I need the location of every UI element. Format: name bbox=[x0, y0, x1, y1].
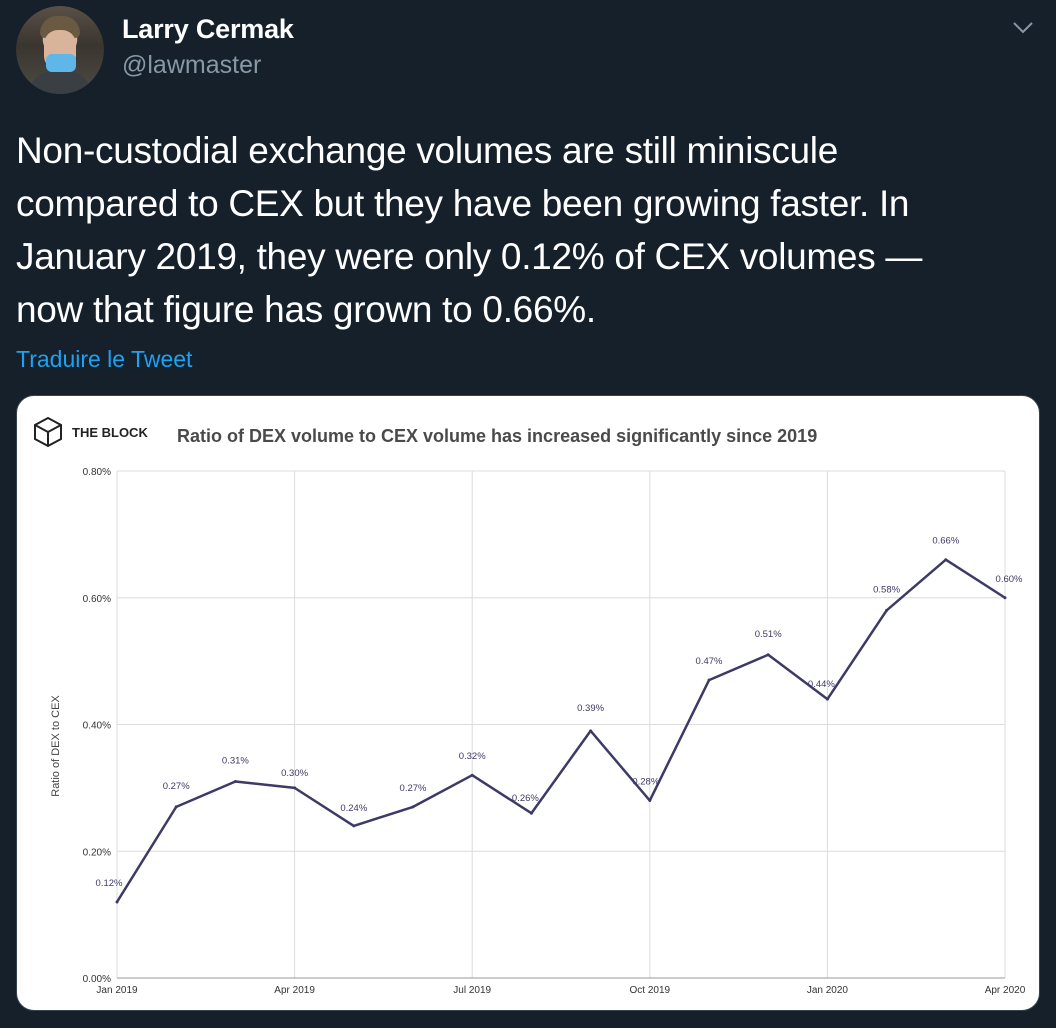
x-tick-label: Jan 2020 bbox=[807, 985, 849, 996]
data-point bbox=[944, 558, 948, 562]
data-label: 0.66% bbox=[932, 536, 959, 547]
tweet-line: now that figure has grown to 0.66%. bbox=[16, 289, 596, 330]
data-label: 0.44% bbox=[808, 679, 835, 690]
chart-image[interactable]: THE BLOCK Ratio of DEX volume to CEX vol… bbox=[16, 395, 1040, 1011]
data-label: 0.58% bbox=[873, 584, 900, 595]
avatar-body bbox=[30, 72, 90, 94]
data-label: 0.24% bbox=[340, 803, 367, 814]
avatar-mask bbox=[46, 54, 76, 72]
x-tick-label: Apr 2020 bbox=[985, 985, 1026, 996]
tweet-text: Non-custodial exchange volumes are still… bbox=[16, 124, 1026, 336]
avatar[interactable] bbox=[16, 6, 104, 94]
tweet-line: compared to CEX but they have been growi… bbox=[16, 183, 910, 224]
data-point bbox=[589, 729, 593, 733]
y-tick-label: 0.20% bbox=[83, 847, 111, 858]
x-tick-label: Jul 2019 bbox=[453, 985, 491, 996]
data-label: 0.31% bbox=[222, 756, 249, 767]
data-point bbox=[233, 780, 237, 784]
data-label: 0.12% bbox=[96, 878, 123, 889]
y-tick-label: 0.40% bbox=[83, 721, 111, 732]
data-point bbox=[825, 697, 829, 701]
chevron-down-icon[interactable] bbox=[1012, 20, 1034, 36]
chart-title: Ratio of DEX volume to CEX volume has in… bbox=[177, 426, 817, 446]
data-label: 0.39% bbox=[577, 703, 604, 714]
series-line bbox=[115, 558, 1006, 903]
data-label: 0.28% bbox=[632, 777, 659, 788]
translate-link[interactable]: Traduire le Tweet bbox=[16, 346, 193, 372]
data-point bbox=[1003, 596, 1007, 600]
data-label: 0.47% bbox=[696, 656, 723, 667]
data-point bbox=[174, 805, 178, 809]
data-label: 0.27% bbox=[400, 783, 427, 794]
data-label: 0.30% bbox=[281, 768, 308, 779]
data-labels: 0.12% 0.27% 0.31% 0.30% 0.24% 0.27% 0.32% 0.26%… bbox=[96, 536, 1023, 889]
data-point bbox=[352, 824, 356, 828]
y-tick-label: 0.80% bbox=[83, 467, 111, 478]
data-point bbox=[707, 678, 711, 682]
data-point bbox=[766, 653, 770, 657]
y-axis-label: Ratio of DEX to CEX bbox=[50, 695, 62, 797]
data-label: 0.27% bbox=[163, 781, 190, 792]
data-point bbox=[470, 773, 474, 777]
y-tick-label: 0.60% bbox=[83, 594, 111, 605]
data-label: 0.26% bbox=[512, 793, 539, 804]
grid bbox=[116, 470, 1006, 979]
data-point bbox=[411, 805, 415, 809]
data-point bbox=[115, 900, 119, 904]
cube-icon bbox=[34, 416, 62, 448]
data-point bbox=[885, 608, 889, 612]
x-tick-label: Jan 2019 bbox=[96, 985, 138, 996]
tweet-line: January 2019, they were only 0.12% of CE… bbox=[16, 236, 923, 277]
axis-ticks: 0.00% 0.20% 0.40% 0.60% 0.80% Jan 2019 Apr 201… bbox=[83, 467, 1026, 996]
data-series bbox=[115, 558, 1007, 904]
data-label: 0.51% bbox=[755, 629, 782, 640]
data-label: 0.32% bbox=[459, 751, 486, 762]
y-tick-label: 0.00% bbox=[83, 974, 111, 985]
author-name[interactable]: Larry Cermak bbox=[122, 14, 294, 44]
x-tick-label: Apr 2019 bbox=[274, 985, 315, 996]
brand-label: THE BLOCK bbox=[72, 425, 148, 440]
data-label: 0.60% bbox=[996, 574, 1023, 585]
author-handle[interactable]: @lawmaster bbox=[122, 51, 262, 79]
x-tick-label: Oct 2019 bbox=[630, 985, 671, 996]
chart-svg: THE BLOCK Ratio of DEX volume to CEX vol… bbox=[34, 416, 1026, 996]
data-point bbox=[648, 799, 652, 803]
data-point bbox=[529, 811, 533, 815]
data-point bbox=[293, 786, 297, 790]
tweet-line: Non-custodial exchange volumes are still… bbox=[16, 130, 838, 171]
